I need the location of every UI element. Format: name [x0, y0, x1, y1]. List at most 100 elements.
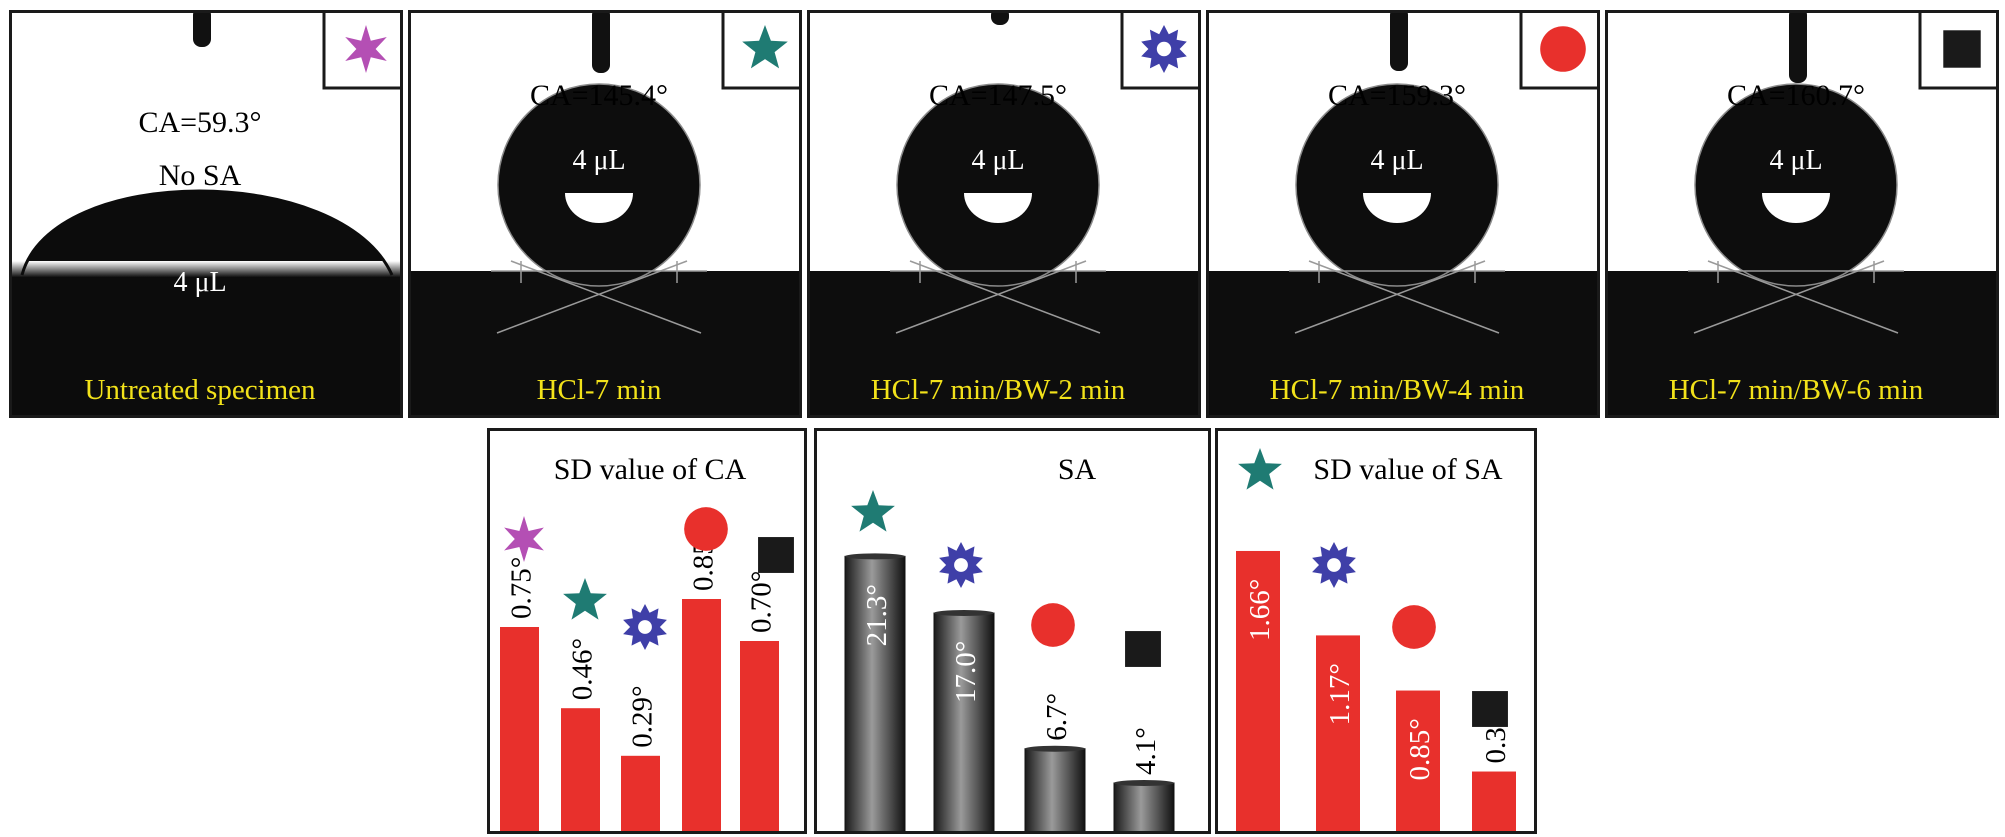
chart-2-burst-icon: [939, 542, 983, 588]
droplet-panel-3: CA=147.5° 4 μL HCl-7 min/BW-2 min: [807, 10, 1201, 418]
bar-circle: [1024, 748, 1086, 831]
chart-1-star5-icon: [563, 578, 607, 620]
chart-1-square-icon: [758, 537, 794, 573]
panel-3-burst-icon: [1141, 25, 1187, 73]
droplet-volume-label: 4 μL: [572, 145, 625, 176]
bar-circle: [682, 599, 721, 831]
chart-sd-sa-svg: SD value of SA1.66°1.17°0.85° 0.38°: [1236, 448, 1516, 831]
substrate: [1608, 271, 1996, 415]
chart-title: SD value of CA: [554, 453, 747, 486]
droplet-panel-1: CA=59.3° No SA 4 μL Untreated specimen: [9, 10, 403, 418]
syringe-needle: [1789, 13, 1807, 83]
chart-2-circle-icon: [1031, 603, 1075, 647]
chart-title: SD value of SA: [1313, 453, 1502, 486]
droplet-panel-3-drawing: CA=147.5° 4 μL HCl-7 min/BW-2 min: [810, 13, 1198, 415]
chart-title: SA: [1058, 453, 1097, 486]
substrate: [810, 271, 1198, 415]
tangent-lines: [1688, 260, 1904, 334]
bar-value-label: 21.3°: [861, 584, 893, 646]
bar-value-label: 4.1°: [1130, 727, 1162, 775]
chart-1-circle-icon: [684, 507, 728, 551]
contact-angle-label: CA=160.7°: [1727, 79, 1865, 112]
droplet-panel-5: CA=160.7° 4 μL HCl-7 min/BW-6 min: [1605, 10, 1999, 418]
droplet-reflection: [565, 193, 633, 223]
contact-angle-label: CA=59.3°: [138, 106, 261, 139]
specimen-label: Untreated specimen: [84, 374, 316, 406]
bar-square: [740, 641, 779, 831]
substrate: [12, 275, 400, 415]
bar-star5: [1236, 550, 1280, 831]
specimen-label: HCl-7 min/BW-6 min: [1669, 374, 1924, 406]
chart-sd-sa: SD value of SA 1.66° 1.17° 0.85° 0.38°: [1215, 428, 1537, 834]
bar-star6: [500, 627, 539, 831]
water-droplet: [1295, 83, 1499, 287]
chart-sd-ca-svg: SD value of CA0.75°0.46°0.29°0.85°0.70°: [500, 453, 794, 831]
droplet-volume-label: 4 μL: [1370, 145, 1423, 176]
tangent-lines: [1289, 260, 1505, 334]
bar-square: [1113, 782, 1175, 831]
droplet-reflection: [964, 193, 1032, 223]
substrate: [1209, 271, 1597, 415]
bar-value-label: 0.29°: [627, 685, 659, 747]
water-droplet: [497, 83, 701, 287]
water-droplet: [896, 83, 1100, 287]
chart-3-square-icon: [1472, 691, 1508, 727]
bar-burst: [621, 755, 660, 831]
chart-1-burst-icon: [623, 604, 667, 650]
droplet-panel-5-drawing: CA=160.7° 4 μL HCl-7 min/BW-6 min: [1608, 13, 1996, 415]
bar-burst: [933, 612, 995, 831]
bar-value-label: 6.7°: [1041, 693, 1073, 741]
tangent-lines: [491, 260, 707, 334]
bar-value-label: 1.66°: [1244, 579, 1276, 641]
bar-value-label: 0.46°: [567, 638, 599, 700]
bar-star5: [844, 555, 906, 831]
droplet-panel-2-drawing: CA=145.4° 4 μL HCl-7 min: [411, 13, 799, 415]
bar-value-label: 0.70°: [746, 571, 778, 633]
chart-3-star5-icon: [1238, 448, 1282, 490]
chart-sa: SA 21.3° 17.0° 6.7° 4.1°: [814, 428, 1211, 834]
droplet-panel-1-drawing: CA=59.3° No SA 4 μL Untreated specimen: [12, 13, 400, 415]
syringe-needle: [991, 13, 1009, 25]
contact-angle-label: CA=145.4°: [530, 79, 668, 112]
syringe-needle: [592, 13, 610, 73]
droplet-panel-2: CA=145.4° 4 μL HCl-7 min: [408, 10, 802, 418]
panel-1-star6-icon: [345, 25, 387, 73]
chart-3-burst-icon: [1312, 542, 1356, 588]
bar-value-label: 17.0°: [950, 641, 982, 703]
contact-angle-label: CA=147.5°: [929, 79, 1067, 112]
syringe-needle: [1390, 13, 1408, 71]
chart-3-circle-icon: [1392, 605, 1436, 649]
chart-sd-ca: SD value of CA 0.75° 0.46° 0.29° 0.85° 0.70°: [487, 428, 807, 834]
specimen-label: HCl-7 min/BW-4 min: [1270, 374, 1525, 406]
chart-2-star5-icon: [851, 490, 895, 532]
bar-square: [1472, 771, 1516, 831]
bar-value-label: 0.85°: [1404, 718, 1436, 780]
syringe-needle: [193, 13, 211, 47]
tangent-lines: [890, 260, 1106, 334]
bar-star5: [561, 708, 600, 831]
droplet-reflection: [1363, 193, 1431, 223]
chart-1-star6-icon: [504, 516, 544, 562]
bar-burst: [1316, 635, 1360, 831]
specimen-label: HCl-7 min/BW-2 min: [871, 374, 1126, 406]
contact-angle-label: CA=159.3°: [1328, 79, 1466, 112]
substrate: [411, 271, 799, 415]
panel-4-circle-icon: [1540, 26, 1586, 72]
droplet-volume-label: 4 μL: [173, 267, 226, 298]
droplet-panel-4: CA=159.3° 4 μL HCl-7 min/BW-4 min: [1206, 10, 1600, 418]
sliding-angle-label: No SA: [159, 159, 242, 192]
droplet-reflection: [1762, 193, 1830, 223]
water-droplet: [1694, 83, 1898, 287]
specimen-label: HCl-7 min: [537, 374, 662, 406]
bar-circle: [1396, 690, 1440, 831]
chart-sa-svg: SA 21.3° 17.0° 6.7° 4.1°: [844, 453, 1175, 831]
water-droplet: [22, 191, 392, 275]
bar-value-label: 0.75°: [506, 557, 538, 619]
chart-2-square-icon: [1125, 631, 1161, 667]
droplet-volume-label: 4 μL: [971, 145, 1024, 176]
panel-5-square-icon: [1943, 30, 1981, 68]
droplet-panel-4-drawing: CA=159.3° 4 μL HCl-7 min/BW-4 min: [1209, 13, 1597, 415]
droplet-volume-label: 4 μL: [1769, 145, 1822, 176]
panel-2-star5-icon: [742, 25, 788, 69]
bar-value-label: 1.17°: [1324, 663, 1356, 725]
